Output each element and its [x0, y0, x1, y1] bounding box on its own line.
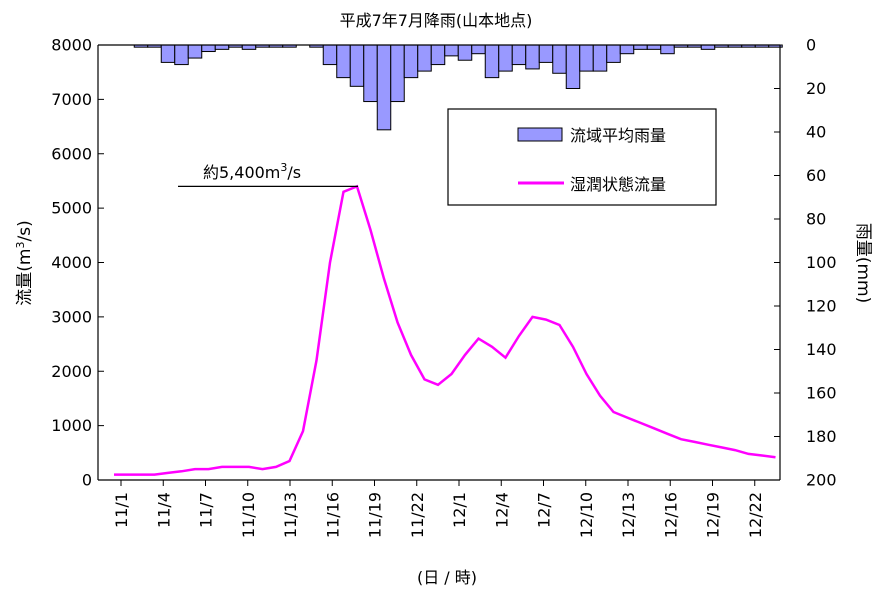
y2-tick-label: 40 — [806, 123, 826, 142]
legend-label-rain: 流域平均雨量 — [570, 126, 666, 145]
flow-line — [114, 184, 776, 476]
rain-bar — [376, 44, 392, 131]
rain-bar — [417, 44, 432, 72]
x-tick-label: 12/22 — [746, 492, 765, 538]
y2-axis-label: 雨量(mm) — [853, 223, 872, 303]
rain-bar — [201, 44, 216, 53]
rain-bar — [700, 44, 716, 50]
y-tick-label: 8000 — [51, 36, 92, 55]
rain-bar — [187, 44, 203, 59]
y2-tick-label: 160 — [806, 384, 837, 403]
rain-bar — [552, 44, 567, 74]
x-tick-label: 11/19 — [366, 492, 385, 538]
y-tick-label: 4000 — [51, 253, 92, 272]
rain-bar — [511, 44, 527, 66]
rain-bars — [133, 44, 783, 131]
x-tick-label: 11/13 — [281, 492, 300, 538]
rain-bar — [403, 44, 419, 79]
rain-bar — [498, 44, 513, 72]
x-tick-label: 12/16 — [661, 492, 680, 538]
x-tick-label: 11/1 — [112, 492, 131, 528]
y-tick-label: 0 — [82, 471, 92, 490]
rain-bar — [660, 44, 675, 55]
rain-bar — [349, 44, 365, 87]
rain-bar — [565, 44, 581, 89]
x-tick-label: 11/7 — [197, 492, 216, 528]
y2-tick-label: 60 — [806, 166, 826, 185]
plot-area — [97, 44, 783, 481]
legend-label-flow: 湿潤状態流量 — [570, 175, 666, 194]
y-tick-label: 1000 — [51, 416, 92, 435]
rain-bar — [633, 44, 648, 50]
rain-bar — [444, 44, 459, 57]
rain-bar — [619, 44, 635, 55]
y2-tick-label: 80 — [806, 210, 826, 229]
y-tick-label: 6000 — [51, 144, 92, 163]
rain-bar — [322, 44, 338, 66]
rain-bar — [457, 44, 473, 61]
x-tick-label: 11/16 — [323, 492, 342, 538]
y-tick-label: 5000 — [51, 199, 92, 218]
x-tick-label: 12/13 — [619, 492, 638, 538]
y2-tick-label: 140 — [806, 340, 837, 359]
rain-bar — [471, 44, 486, 55]
rain-bar — [579, 44, 594, 72]
x-tick-label: 12/19 — [704, 492, 723, 538]
peak-annotation: 約5,400m3/s — [178, 161, 358, 188]
rain-bar — [160, 44, 176, 63]
rain-bar — [592, 44, 608, 72]
rain-bar — [525, 44, 540, 70]
rain-bar — [363, 44, 378, 103]
chart-title: 平成7年7月降雨(山本地点) — [340, 11, 533, 30]
y-axis-right: 0 20 40 60 80 100 120 140 160 180 200 — [774, 36, 837, 490]
x-tick-label: 11/10 — [239, 492, 258, 538]
peak-annotation-text: 約5,400m3/s — [203, 161, 301, 182]
rain-bar — [390, 44, 405, 103]
x-tick-label: 11/4 — [154, 492, 173, 528]
y2-tick-label: 200 — [806, 471, 837, 490]
rain-bar — [646, 44, 662, 50]
rain-bar — [606, 44, 621, 63]
x-axis-label: (日 / 時) — [417, 568, 477, 587]
x-tick-label: 11/22 — [408, 492, 427, 538]
y-axis-left: 0 1000 2000 3000 4000 5000 6000 7000 8000 — [51, 36, 104, 490]
rain-bar — [214, 44, 230, 50]
y2-tick-label: 20 — [806, 79, 826, 98]
legend-swatch-rain — [517, 127, 563, 142]
legend-box — [447, 108, 717, 206]
rain-bar — [336, 44, 351, 79]
x-tick-label: 12/1 — [450, 492, 469, 528]
y-tick-label: 7000 — [51, 90, 92, 109]
y2-tick-label: 100 — [806, 253, 837, 272]
rain-bar — [430, 44, 446, 66]
y2-tick-label: 120 — [806, 297, 837, 316]
y-tick-label: 3000 — [51, 307, 92, 326]
rain-bar — [241, 44, 257, 50]
y2-tick-label: 180 — [806, 427, 837, 446]
x-axis: 11/1 11/4 11/7 11/10 11/13 11/16 11/19 11/22 12/… — [112, 480, 765, 538]
x-tick-label: 12/7 — [535, 492, 554, 528]
y2-tick-label: 0 — [806, 36, 816, 55]
x-tick-label: 12/10 — [577, 492, 596, 538]
y-tick-label: 2000 — [51, 362, 92, 381]
legend: 流域平均雨量 湿潤状態流量 — [447, 108, 717, 206]
y-axis-label: 流量(m3/s) — [14, 220, 35, 305]
rain-bar — [484, 44, 500, 79]
rain-bar — [538, 44, 554, 63]
rain-bar — [174, 44, 189, 66]
x-tick-label: 12/4 — [492, 492, 511, 528]
